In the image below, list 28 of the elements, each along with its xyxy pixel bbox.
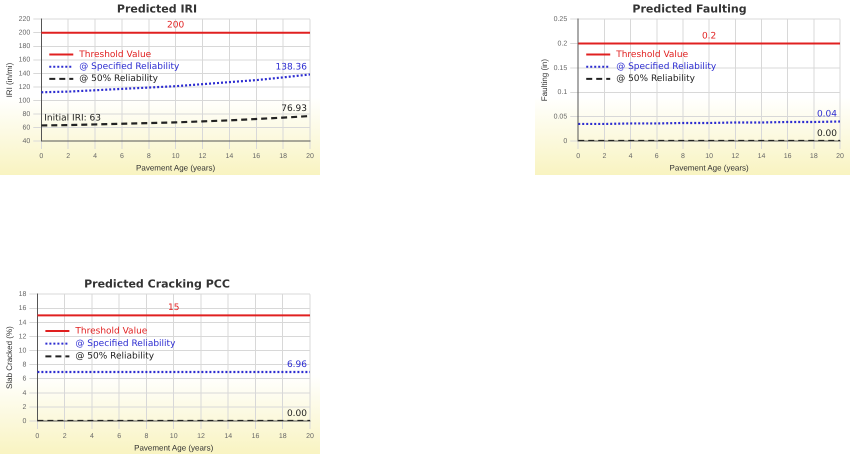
chart-title: Predicted Cracking PCC (84, 277, 230, 290)
annotation: Initial IRI: 63 (44, 113, 101, 124)
annotation: 200 (167, 20, 184, 31)
annotation: 0.00 (286, 408, 308, 419)
chart-title: Predicted Faulting (632, 2, 747, 16)
y-axis-title: Slab Cracked (%) (5, 326, 14, 389)
annotation: 0.04 (816, 109, 838, 120)
legend-label: @ Specified Reliability (616, 62, 717, 72)
annotation: 76.93 (281, 104, 307, 114)
x-axis-title: Pavement Age (years) (670, 163, 750, 172)
annotation: 138.36 (276, 62, 308, 72)
x-axis-title: Pavement Age (years) (134, 443, 214, 452)
legend-label: @ 50% Reliability (616, 74, 696, 84)
legend-label: @ Specified Reliability (79, 62, 180, 72)
x-axis-title: Pavement Age (years) (136, 163, 216, 172)
annotation: 6.96 (286, 360, 308, 370)
annotation: 0.2 (702, 31, 716, 42)
legend-label: Threshold Value (74, 326, 148, 336)
chart-title: Predicted IRI (116, 2, 198, 16)
annotation: 15 (168, 303, 180, 314)
legend-label: Threshold Value (615, 50, 689, 60)
legend-label: Threshold Value (78, 50, 152, 60)
y-axis-title: Faulting (in) (540, 58, 550, 102)
legend-label: @ 50% Reliability (75, 352, 155, 362)
legend-label: @ 50% Reliability (79, 74, 159, 84)
legend-label: @ Specified Reliability (75, 338, 176, 349)
annotation: 0.00 (816, 128, 838, 139)
y-axis-title: IRI (in/mi) (5, 62, 14, 98)
